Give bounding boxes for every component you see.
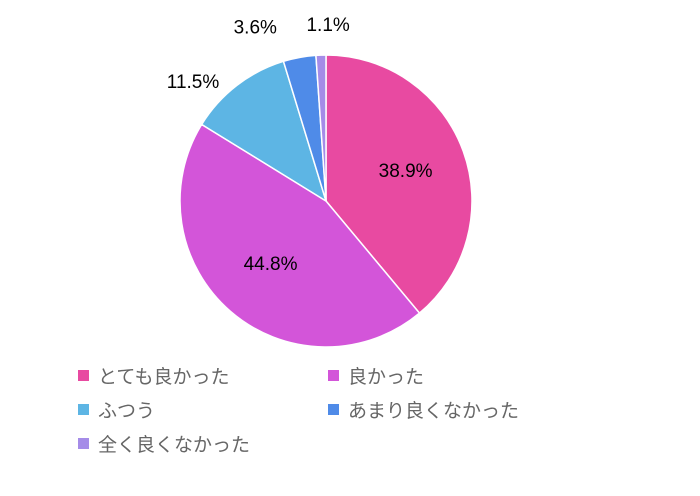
legend-item-4: あまり良くなかった <box>328 394 628 424</box>
pie-slice-2 <box>179 123 421 348</box>
pie-svg: 38.9% 44.8% 11.5% 3.6% 1.1% <box>167 15 473 348</box>
pie-slice-3 <box>200 60 328 203</box>
legend-item-3: ふつう <box>78 394 328 424</box>
legend-item-5: 全く良くなかった <box>78 428 328 458</box>
legend-swatch-4 <box>328 403 339 415</box>
pie-slice-5 <box>315 54 327 202</box>
legend-swatch-3 <box>78 403 89 415</box>
legend: とても良かった 良かったふつう あまり良くなかった全く良くなかった <box>78 360 638 458</box>
slice-label-5: 1.1% <box>306 15 349 36</box>
legend-swatch-5 <box>78 437 89 449</box>
slice-label-1: 38.9% <box>379 161 433 182</box>
pie-slice-1 <box>325 54 473 315</box>
legend-label-1: とても良かった <box>98 365 230 388</box>
legend-item-1: とても良かった <box>78 360 328 390</box>
legend-label-3: ふつう <box>98 399 156 422</box>
labels-layer: 38.9% 44.8% 11.5% 3.6% 1.1% <box>167 15 433 275</box>
legend-swatch-1 <box>78 369 89 381</box>
slice-label-4: 3.6% <box>234 17 277 38</box>
legend-swatch-2 <box>328 369 339 381</box>
slice-label-2: 44.8% <box>244 254 298 275</box>
legend-item-2: 良かった <box>328 360 628 390</box>
legend-label-4: あまり良くなかった <box>348 399 520 422</box>
slices-layer <box>179 54 473 348</box>
legend-label-2: 良かった <box>348 365 425 388</box>
slice-label-3: 11.5% <box>167 72 220 93</box>
legend-label-5: 全く良くなかった <box>98 433 251 456</box>
